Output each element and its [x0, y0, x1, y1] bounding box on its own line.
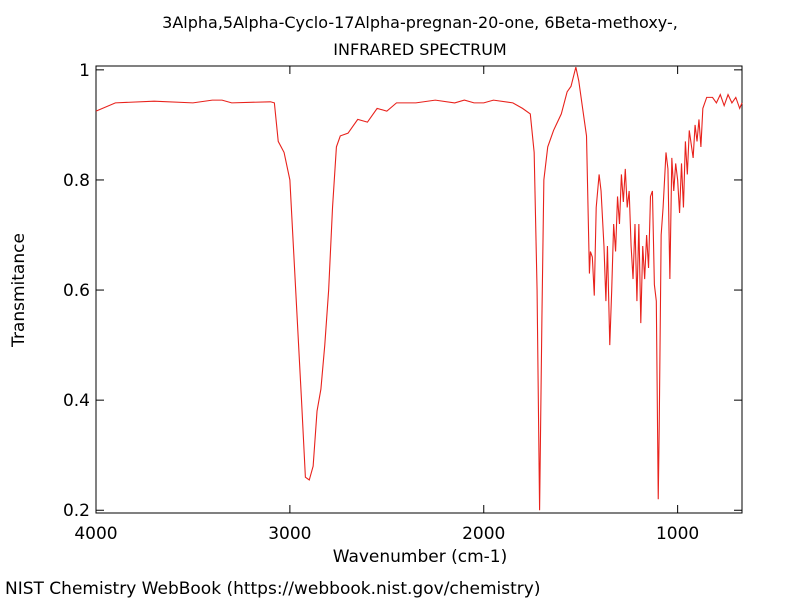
- footer: NIST Chemistry WebBook (https://webbook.…: [5, 579, 540, 599]
- plot-frame: [95, 65, 743, 514]
- chart-subtitle: INFRARED SPECTRUM: [333, 40, 506, 59]
- x-tick-label: 1000: [656, 524, 699, 544]
- y-axis-label: Transmitance: [9, 233, 29, 348]
- y-tick-label: 0.6: [63, 281, 90, 301]
- y-tick-label: 0.8: [63, 171, 90, 191]
- y-tick-label: 0.2: [63, 501, 90, 521]
- x-tick-label: 2000: [462, 524, 505, 544]
- spectrum-line: [95, 66, 743, 511]
- x-tick-label: 3000: [268, 524, 311, 544]
- y-tick-label: 1: [79, 61, 90, 81]
- y-tick-label: 0.4: [63, 391, 90, 411]
- x-axis-label: Wavenumber (cm-1): [333, 547, 508, 567]
- x-tick-label: 4000: [74, 524, 117, 544]
- chart-title: 3Alpha,5Alpha-Cyclo-17Alpha-pregnan-20-o…: [162, 13, 678, 32]
